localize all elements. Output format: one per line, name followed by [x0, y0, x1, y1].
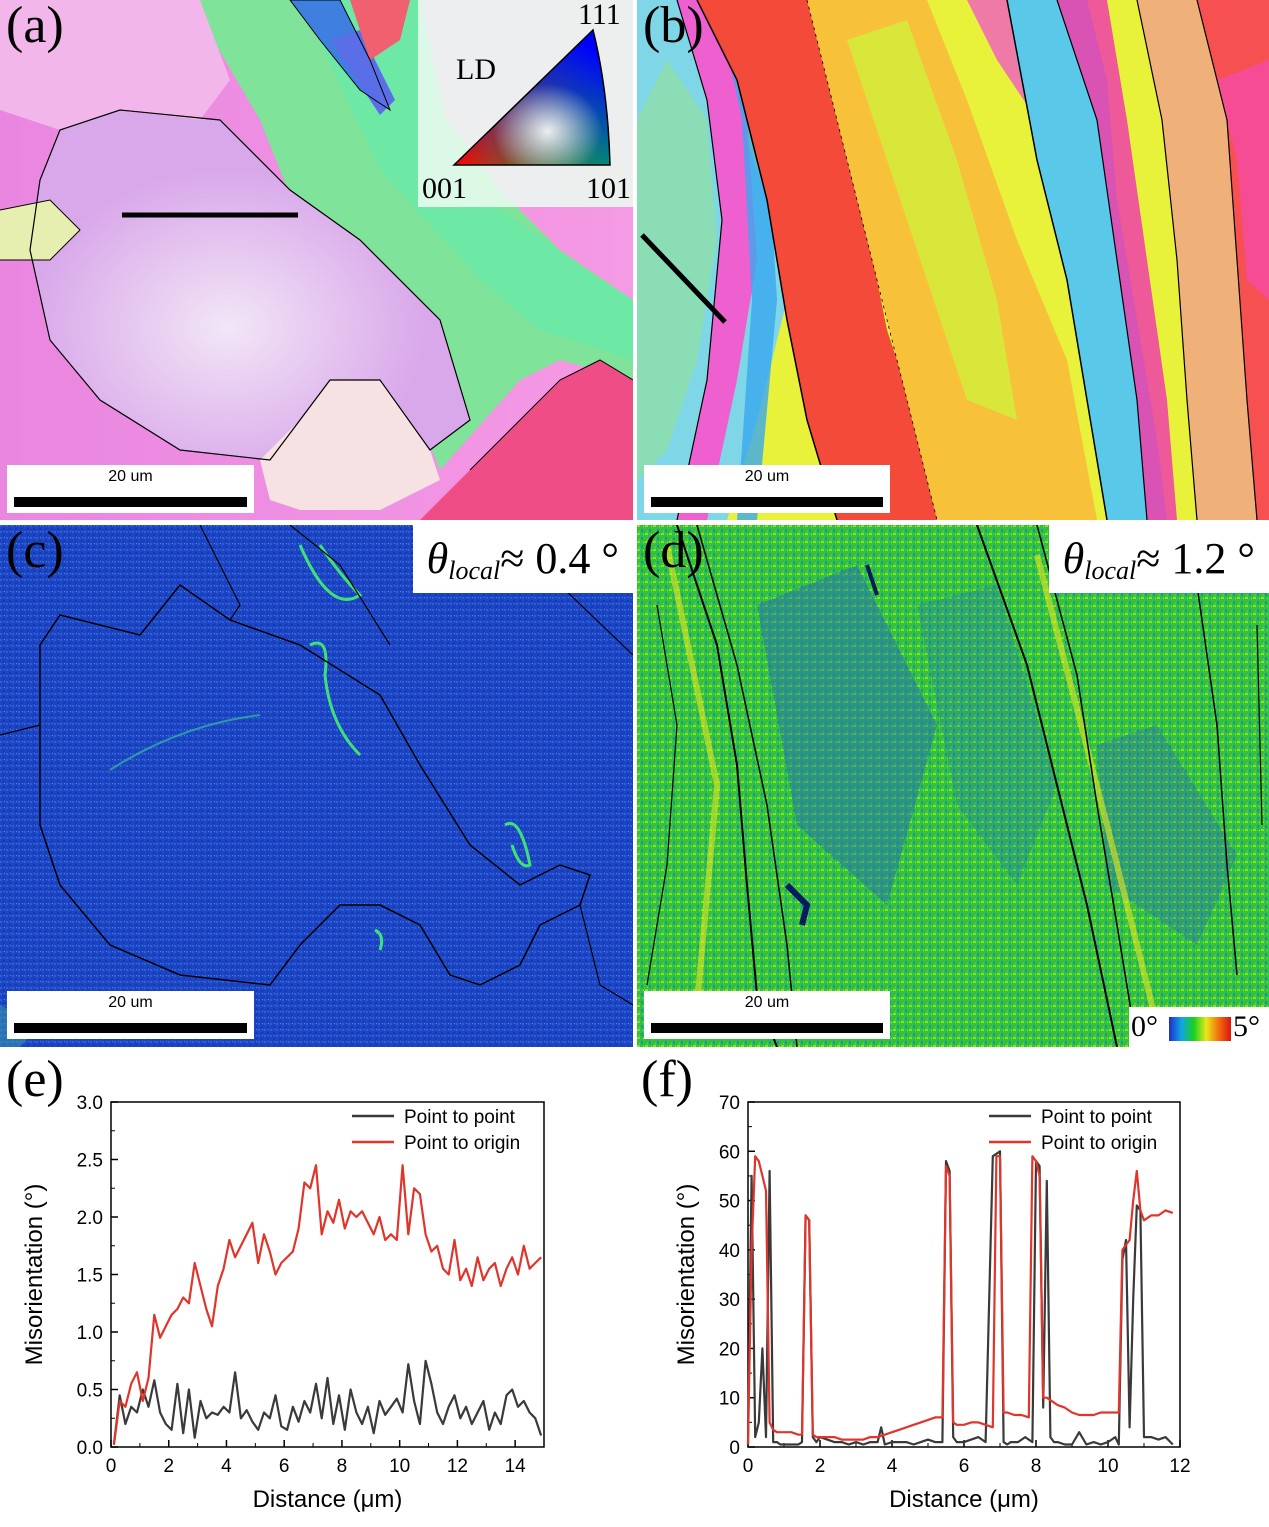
- chart-e-y-axis-label: Misorientation (°): [21, 1184, 48, 1366]
- ipf-corner-111: 111: [578, 0, 621, 31]
- chart-f: (f) 0 2 4 6 8 10 12 0 10 20 30 40 50 60 70 Distance (μm…: [637, 1050, 1269, 1527]
- kam-map-c-image: [0, 525, 633, 1047]
- chart-e-x-tick-label: 14: [505, 1456, 527, 1477]
- scale-bar-c: 20 um: [7, 991, 254, 1039]
- kam-average-c-subscript: local: [448, 556, 501, 585]
- ipf-map-a: (a) LD 111 00: [0, 0, 633, 520]
- chart-e-y-tick-label: 2.5: [77, 1151, 103, 1172]
- scale-bar-d-line: [651, 1023, 883, 1033]
- chart-e-y-tick-label: 1.5: [77, 1266, 103, 1287]
- chart-e-y-tick-label: 1.0: [77, 1323, 103, 1344]
- ipf-corner-101: 101: [586, 172, 631, 205]
- chart-e-x-axis-label: Distance (μm): [253, 1486, 403, 1513]
- chart-e-plot: 0 2 4 6 8 10 12 14 0.0 0.5 1.0 1.5 2.0 2.5 3.0 Distance…: [21, 1093, 545, 1513]
- scale-bar-b: 20 um: [644, 465, 890, 513]
- chart-f-y-tick-label: 60: [719, 1142, 740, 1163]
- kam-colorbar-gradient: [1169, 1017, 1231, 1041]
- chart-f-plot: 0 2 4 6 8 10 12 0 10 20 30 40 50 60 70 Distance (μm) Mis…: [673, 1093, 1191, 1513]
- chart-e-x-tick-label: 4: [221, 1456, 232, 1477]
- chart-f-x-tick-label: 2: [815, 1456, 826, 1477]
- chart-f-legend-label: Point to point: [1041, 1107, 1153, 1128]
- chart-f-y-tick-label: 50: [719, 1192, 740, 1213]
- chart-f-x-tick-label: 6: [959, 1456, 970, 1477]
- ipf-map-b: (b) 20 um: [637, 0, 1269, 520]
- kam-colorbar-max: 5°: [1233, 1010, 1260, 1043]
- panel-label-a: (a): [6, 0, 64, 54]
- chart-f-x-axis-label: Distance (μm): [889, 1486, 1039, 1513]
- scale-bar-c-line: [14, 1023, 247, 1033]
- chart-e-x-tick-label: 6: [279, 1456, 290, 1477]
- chart-f-y-tick-label: 20: [719, 1339, 740, 1360]
- panel-label-e: (e): [6, 1051, 64, 1108]
- scale-bar-a-text: 20 um: [108, 468, 153, 485]
- kam-map-d-image: [637, 525, 1269, 1047]
- ipf-corner-001: 001: [422, 172, 467, 205]
- scale-bar-b-line: [651, 497, 883, 507]
- ipf-axis-label: LD: [456, 53, 496, 86]
- kam-average-c-value: ≈ 0.4 °: [500, 534, 619, 583]
- kam-colorbar-min: 0°: [1131, 1010, 1158, 1043]
- scale-bar-b-text: 20 um: [744, 468, 790, 485]
- panel-label-b: (b): [643, 0, 704, 54]
- panel-label-f: (f): [641, 1051, 693, 1108]
- ipf-legend: LD 111 001 101: [418, 0, 633, 207]
- scale-bar-d-text: 20 um: [744, 994, 790, 1011]
- chart-f-x-tick-label: 12: [1169, 1456, 1190, 1477]
- chart-f-x-tick-label: 4: [887, 1456, 898, 1477]
- kam-colorbar: 0° 5°: [1129, 1007, 1269, 1047]
- kam-map-c: (c) θlocal≈ 0.4 ° 20 um: [0, 525, 633, 1047]
- chart-e-x-tick-label: 10: [389, 1456, 410, 1477]
- kam-average-d: θlocal≈ 1.2 °: [1048, 525, 1269, 593]
- chart-e-y-tick-label: 0.0: [77, 1438, 103, 1459]
- chart-e-y-tick-label: 2.0: [77, 1208, 103, 1229]
- chart-e-x-tick-label: 2: [163, 1456, 174, 1477]
- chart-e-y-tick-label: 0.5: [77, 1381, 103, 1402]
- chart-e-x-tick-label: 12: [447, 1456, 468, 1477]
- chart-e-x-tick-label: 8: [337, 1456, 348, 1477]
- chart-f-y-tick-label: 40: [719, 1241, 740, 1262]
- chart-e-x-tick-label: 0: [106, 1456, 117, 1477]
- chart-f-y-tick-label: 0: [729, 1438, 740, 1459]
- chart-f-y-tick-label: 70: [719, 1093, 740, 1114]
- scale-bar-a-line: [14, 497, 247, 507]
- kam-average-c: θlocal≈ 0.4 °: [412, 525, 633, 593]
- chart-e-y-tick-label: 3.0: [77, 1093, 103, 1114]
- chart-f-y-tick-label: 30: [719, 1290, 740, 1311]
- chart-f-x-tick-label: 8: [1031, 1456, 1042, 1477]
- ipf-map-b-image: [637, 0, 1269, 520]
- chart-e-series-line-point-to-point: [112, 1359, 543, 1445]
- chart-e-legend-label: Point to point: [404, 1107, 516, 1128]
- chart-f-legend-label: Point to origin: [1041, 1133, 1157, 1154]
- kam-average-d-value: ≈ 1.2 °: [1136, 534, 1255, 583]
- scale-bar-d: 20 um: [644, 991, 890, 1039]
- scale-bar-c-text: 20 um: [108, 994, 153, 1011]
- chart-f-x-tick-label: 0: [743, 1456, 754, 1477]
- panel-label-d: (d): [643, 525, 704, 579]
- chart-f-y-axis-label: Misorientation (°): [673, 1184, 700, 1366]
- chart-f-series-line-point-to-origin: [746, 1155, 1174, 1445]
- scale-bar-a: 20 um: [7, 465, 254, 513]
- chart-f-y-tick-label: 10: [719, 1389, 740, 1410]
- chart-e-series-line-point-to-origin: [112, 1164, 542, 1445]
- kam-average-d-subscript: local: [1084, 556, 1137, 585]
- kam-map-d: (d) θlocal≈ 1.2 ° 20 um 0° 5°: [637, 525, 1269, 1047]
- chart-f-x-tick-label: 10: [1097, 1456, 1118, 1477]
- ipf-triangle: [452, 28, 611, 166]
- chart-e-legend-label: Point to origin: [404, 1133, 520, 1154]
- chart-e: (e) 0 2 4 6 8 10 12 14 0.0 0.5 1.0 1.5 2.0 2.5 3.0 Dist…: [0, 1050, 633, 1527]
- panel-label-c: (c): [6, 525, 64, 579]
